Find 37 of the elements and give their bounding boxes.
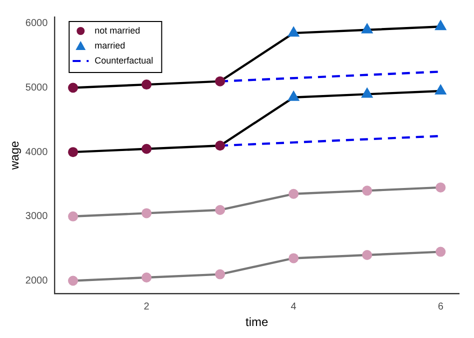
y-tick-label: 3000	[25, 211, 48, 222]
point	[288, 90, 300, 101]
y-tick-label: 4000	[25, 146, 48, 158]
point	[436, 182, 446, 192]
point	[68, 276, 78, 286]
point	[434, 20, 447, 30]
point	[361, 87, 374, 98]
legend-label: not married	[94, 25, 140, 36]
point	[362, 186, 372, 196]
point	[288, 188, 299, 199]
point	[68, 82, 78, 93]
point	[434, 84, 447, 94]
point	[215, 140, 226, 151]
point	[436, 246, 446, 257]
point	[215, 204, 226, 215]
point	[288, 253, 299, 264]
y-tick-label: 2000	[25, 275, 48, 286]
point	[142, 208, 152, 218]
point	[142, 272, 152, 283]
point	[215, 269, 226, 280]
point	[68, 211, 78, 222]
point	[142, 80, 152, 90]
point	[288, 26, 300, 37]
x-tick-label: 4	[290, 301, 297, 312]
legend-label: Counterfactual	[94, 55, 154, 66]
point	[68, 147, 78, 158]
x-axis-title: time	[245, 315, 268, 330]
y-tick-label: 5000	[25, 82, 48, 94]
y-tick-label: 6000	[25, 18, 48, 30]
y-axis-title: wage	[8, 140, 22, 171]
legend-label: married	[94, 40, 126, 50]
x-tick-label: 2	[144, 301, 150, 312]
point	[361, 22, 374, 34]
point	[362, 250, 372, 260]
point	[215, 76, 226, 86]
x-tick-label: 6	[438, 301, 444, 312]
point	[142, 144, 152, 154]
